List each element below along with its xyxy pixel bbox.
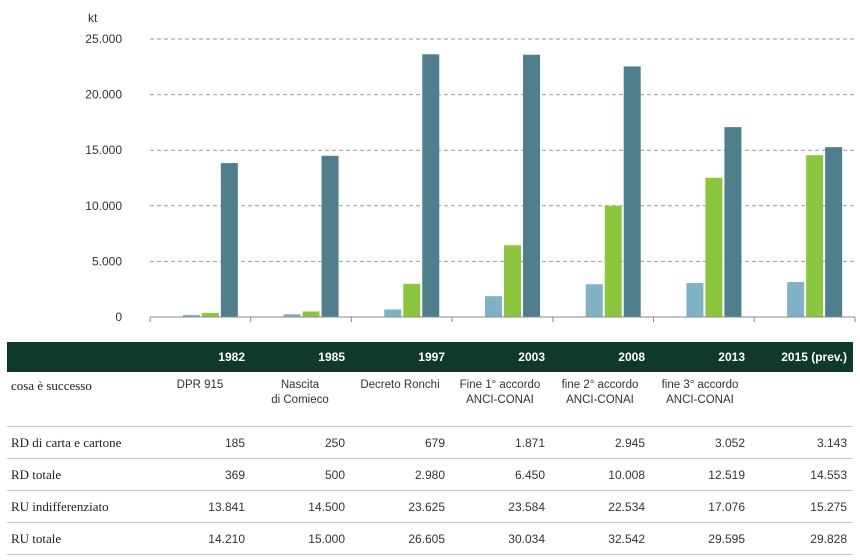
bar [321,155,339,317]
bar [825,147,843,317]
table-cell: 30.034 [451,522,551,555]
grid-lines [150,38,855,262]
bar [504,245,521,317]
table-header-year: 2003 [451,342,551,372]
row-label: RD di carta e cartone [7,426,151,459]
event-cell: DPR 915 [151,372,251,427]
table-cell: 15.275 [751,490,853,523]
bar [787,282,805,317]
bar [384,309,402,317]
table-header-blank [7,342,151,372]
bar [623,66,641,317]
table-cell: 14.553 [751,458,853,491]
bar [585,284,603,317]
table-cell: 23.584 [451,490,551,523]
y-tick-label: 10.000 [85,199,122,213]
y-tick-label: 20.000 [85,88,122,102]
table-cell: 14.500 [251,490,351,523]
table-header-year: 1982 [151,342,251,372]
bar [724,127,742,317]
table-cell: 22.534 [551,490,651,523]
table-cell: 29.595 [651,522,751,555]
table-cell: 3.052 [651,426,751,459]
table-cell: 17.076 [651,490,751,523]
bar [302,311,320,317]
event-cell: Nascita di Comieco [251,372,351,427]
bar [485,296,502,317]
bar [283,314,301,317]
table-cell: 14.210 [151,522,251,555]
table-cell: 13.841 [151,490,251,523]
table-cell: 2.980 [351,458,451,491]
data-table: 1982 1985 1997 2003 2008 2013 2015 (prev… [7,342,853,555]
event-cell: Fine 1° accordo ANCI-CONAI [451,372,551,427]
event-cell: Decreto Ronchi [351,372,451,427]
table-row-events: cosa è successo DPR 915 Nascita di Comie… [7,372,853,427]
table-cell: 23.625 [351,490,451,523]
event-cell: fine 3° accordo ANCI-CONAI [651,372,751,427]
table-cell: 369 [151,458,251,491]
table-header-year: 2013 [651,342,751,372]
table-cell: 10.008 [551,458,651,491]
bar [523,54,540,318]
bar [686,283,704,317]
bar [705,177,723,317]
table-row: RD totale 369 500 2.980 6.450 10.008 12.… [7,458,853,491]
table-cell: 1.871 [451,426,551,459]
table-cell: 6.450 [451,458,551,491]
bars [182,54,843,318]
row-label: RU totale [7,522,151,555]
y-axis-ticks: 0 5.000 10.000 15.000 20.000 25.000 [85,32,122,324]
table-header-year: 2008 [551,342,651,372]
y-tick-label: 0 [115,310,122,324]
y-tick-label: 25.000 [85,32,122,46]
table-cell: 15.000 [251,522,351,555]
event-cell: fine 2° accordo ANCI-CONAI [551,372,651,427]
table-cell: 500 [251,458,351,491]
table-cell: 29.828 [751,522,853,555]
bar [403,283,421,317]
table-row: RU totale 14.210 15.000 26.605 30.034 32… [7,522,853,555]
bar [422,54,440,317]
y-axis-unit: kt [88,11,98,25]
row-label: cosa è successo [7,372,151,427]
table-cell: 32.542 [551,522,651,555]
table-cell: 185 [151,426,251,459]
bar [806,155,824,317]
bar [182,314,200,317]
table-header-year: 1997 [351,342,451,372]
table-cell: 3.143 [751,426,853,459]
table-header-row: 1982 1985 1997 2003 2008 2013 2015 (prev… [7,342,853,372]
table-cell: 26.605 [351,522,451,555]
y-tick-label: 5.000 [92,254,122,268]
y-tick-label: 15.000 [85,143,122,157]
x-axis-ticks [149,317,856,322]
bar-chart: 0 5.000 10.000 15.000 20.000 25.000 kt [85,11,856,324]
bar [220,163,238,317]
table-row: RD di carta e cartone 185 250 679 1.871 … [7,426,853,459]
table-cell: 2.945 [551,426,651,459]
table-cell: 12.519 [651,458,751,491]
table-header-year: 1985 [251,342,351,372]
table-row: RU indifferenziato 13.841 14.500 23.625 … [7,490,853,523]
table-cell: 250 [251,426,351,459]
row-label: RD totale [7,458,151,491]
table-cell: 679 [351,426,451,459]
table-header-year: 2015 (prev.) [751,342,853,372]
bar [201,312,219,317]
row-label: RU indifferenziato [7,490,151,523]
bar [604,205,622,317]
event-cell [751,372,853,427]
